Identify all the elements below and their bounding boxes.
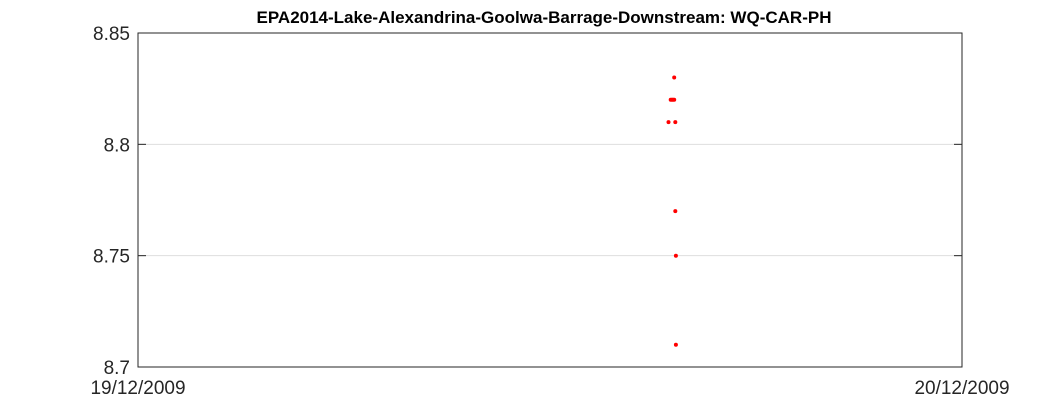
data-points: [666, 75, 678, 347]
data-point: [673, 253, 678, 258]
x-tick-label: 20/12/2009: [914, 378, 1009, 399]
gridlines: [138, 143, 962, 257]
axis-ticks: 8.7 8.75 8.8 8.85 19/12/2009 20/12/2009: [90, 24, 1009, 399]
data-point: [673, 342, 678, 347]
y-tick-label: 8.8: [104, 135, 130, 156]
chart-title: EPA2014-Lake-Alexandrina-Goolwa-Barrage-…: [257, 8, 832, 27]
plot-area-frame: [137, 32, 963, 368]
data-point: [672, 75, 677, 80]
y-tick-label: 8.7: [104, 358, 130, 379]
data-point: [666, 120, 671, 125]
y-tick-label: 8.85: [93, 24, 130, 45]
data-point: [673, 209, 678, 214]
x-tick-label: 19/12/2009: [90, 378, 185, 399]
y-tick-label: 8.75: [93, 247, 130, 268]
data-point: [672, 97, 677, 102]
data-point: [673, 120, 678, 125]
